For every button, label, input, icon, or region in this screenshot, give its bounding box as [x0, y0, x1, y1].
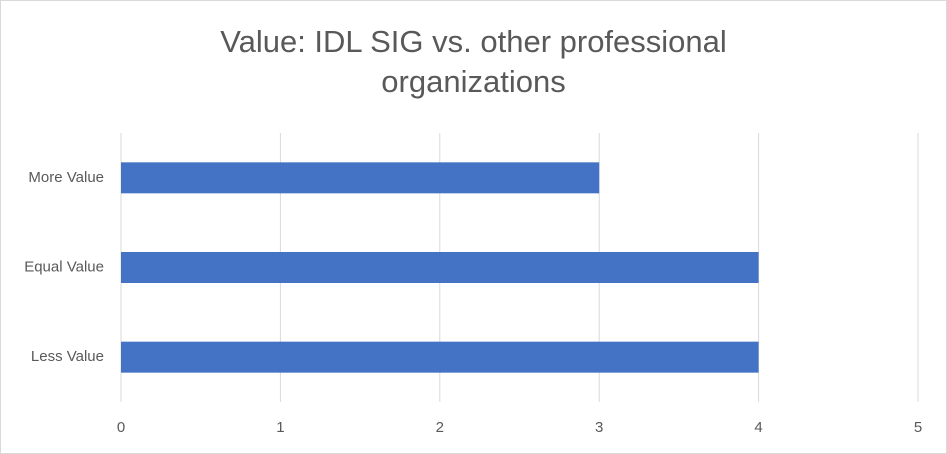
bar: [121, 252, 759, 283]
x-tick-label: 3: [595, 419, 603, 436]
x-tick-label: 4: [754, 419, 762, 436]
x-tick-label: 5: [914, 419, 922, 436]
y-tick-label: Equal Value: [24, 258, 104, 275]
bar: [121, 341, 759, 373]
chart-title: Value: IDL SIG vs. other professional or…: [220, 24, 727, 99]
x-tick-label: 0: [117, 419, 125, 436]
bar: [121, 162, 600, 194]
x-tick-label: 2: [436, 419, 444, 436]
y-tick-label: Less Value: [31, 348, 104, 365]
x-tick-label: 1: [276, 419, 284, 436]
y-tick-label: More Value: [28, 169, 104, 186]
